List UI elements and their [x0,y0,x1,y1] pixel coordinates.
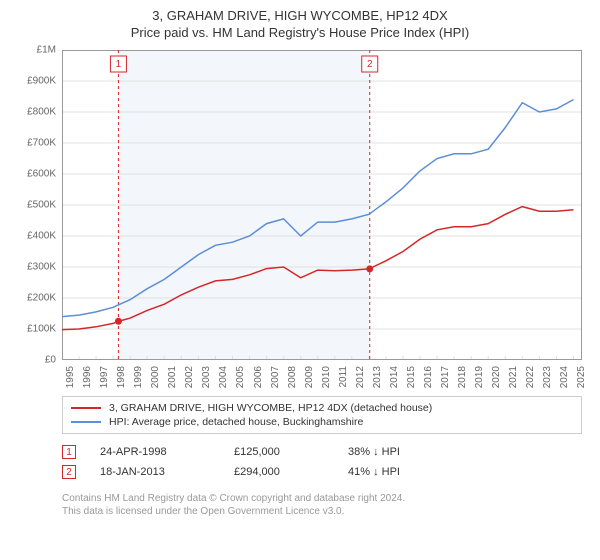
sale-row-marker: 2 [62,465,76,479]
y-axis: £0£100K£200K£300K£400K£500K£600K£700K£80… [12,50,62,360]
x-tick-label: 2020 [491,366,502,388]
legend-label: 3, GRAHAM DRIVE, HIGH WYCOMBE, HP12 4DX … [109,402,432,414]
chart-area: £0 £100K £200K £300K £400K £500K £600K £700K £80… [12,50,588,392]
y-tick-label: £700K [27,138,56,149]
x-tick-label: 2002 [184,366,195,388]
title-block: 3, GRAHAM DRIVE, HIGH WYCOMBE, HP12 4DX … [12,8,588,40]
x-tick-label: 1997 [99,366,110,388]
x-tick-label: 2006 [253,366,264,388]
x-tick-label: 2017 [440,366,451,388]
x-tick-label: 2024 [559,366,570,388]
y-tick-label: £800K [27,107,56,118]
footer-attribution: Contains HM Land Registry data © Crown c… [62,492,582,518]
footer-line-1: Contains HM Land Registry data © Crown c… [62,492,582,505]
sale-hpi-delta: 41% ↓ HPI [348,466,448,478]
footer-line-2: This data is licensed under the Open Gov… [62,505,582,518]
sale-price: £125,000 [234,446,324,458]
y-tick-label: £900K [27,76,56,87]
y-tick-label: £300K [27,262,56,273]
chart-container: 3, GRAHAM DRIVE, HIGH WYCOMBE, HP12 4DX … [0,0,600,560]
sale-date: 24-APR-1998 [100,446,210,458]
x-tick-label: 1999 [133,366,144,388]
x-tick-label: 2004 [218,366,229,388]
x-tick-label: 2000 [150,366,161,388]
y-tick-label: £500K [27,200,56,211]
x-tick-label: 2009 [304,366,315,388]
x-tick-label: 1995 [65,366,76,388]
x-tick-label: 2011 [338,366,349,388]
y-tick-label: £100K [27,324,56,335]
legend-label: HPI: Average price, detached house, Buck… [109,416,363,428]
sale-point [366,265,373,272]
y-tick-label: £1M [37,45,56,56]
plot-area: 12 [62,50,582,360]
legend-swatch [71,421,101,423]
legend-swatch [71,407,101,409]
x-tick-label: 2013 [372,366,383,388]
chart-title-address: 3, GRAHAM DRIVE, HIGH WYCOMBE, HP12 4DX [12,8,588,23]
chart-subtitle: Price paid vs. HM Land Registry's House … [12,25,588,40]
y-tick-label: £600K [27,169,56,180]
x-tick-label: 1998 [116,366,127,388]
sale-row: 2 18-JAN-2013 £294,000 41% ↓ HPI [62,462,582,482]
legend-item: 3, GRAHAM DRIVE, HIGH WYCOMBE, HP12 4DX … [71,401,573,415]
x-tick-label: 2001 [167,366,178,388]
x-tick-label: 2007 [270,366,281,388]
legend-item: HPI: Average price, detached house, Buck… [71,415,573,429]
sale-hpi-delta: 38% ↓ HPI [348,446,448,458]
sale-date: 18-JAN-2013 [100,466,210,478]
plot-svg: 12 [62,50,582,360]
sale-point [115,318,122,325]
sale-marker-number: 2 [367,59,373,70]
x-tick-label: 2022 [525,366,536,388]
x-tick-label: 2018 [457,366,468,388]
x-tick-label: 1996 [82,366,93,388]
x-tick-label: 2003 [201,366,212,388]
x-axis: 1995 1996 1997 1998 1999 2000 2001 2002 2003 2004… [62,364,582,394]
x-tick-label: 2008 [287,366,298,388]
y-tick-label: £200K [27,293,56,304]
x-tick-label: 2005 [235,366,246,388]
x-tick-label: 2015 [406,366,417,388]
y-tick-label: £400K [27,231,56,242]
x-tick-label: 2023 [542,366,553,388]
legend: 3, GRAHAM DRIVE, HIGH WYCOMBE, HP12 4DX … [62,396,582,434]
x-tick-label: 2021 [508,366,519,388]
y-tick-label: £0 [45,355,56,366]
sale-row-marker: 1 [62,445,76,459]
x-tick-label: 2016 [423,366,434,388]
sale-row: 1 24-APR-1998 £125,000 38% ↓ HPI [62,442,582,462]
sale-marker-number: 1 [116,59,122,70]
x-tick-label: 2012 [355,366,366,388]
x-tick-label: 2014 [389,366,400,388]
x-tick-label: 2019 [474,366,485,388]
x-tick-label: 2025 [576,366,587,388]
sales-table: 1 24-APR-1998 £125,000 38% ↓ HPI 2 18-JAN-201… [62,442,582,482]
sale-price: £294,000 [234,466,324,478]
x-tick-label: 2010 [321,366,332,388]
